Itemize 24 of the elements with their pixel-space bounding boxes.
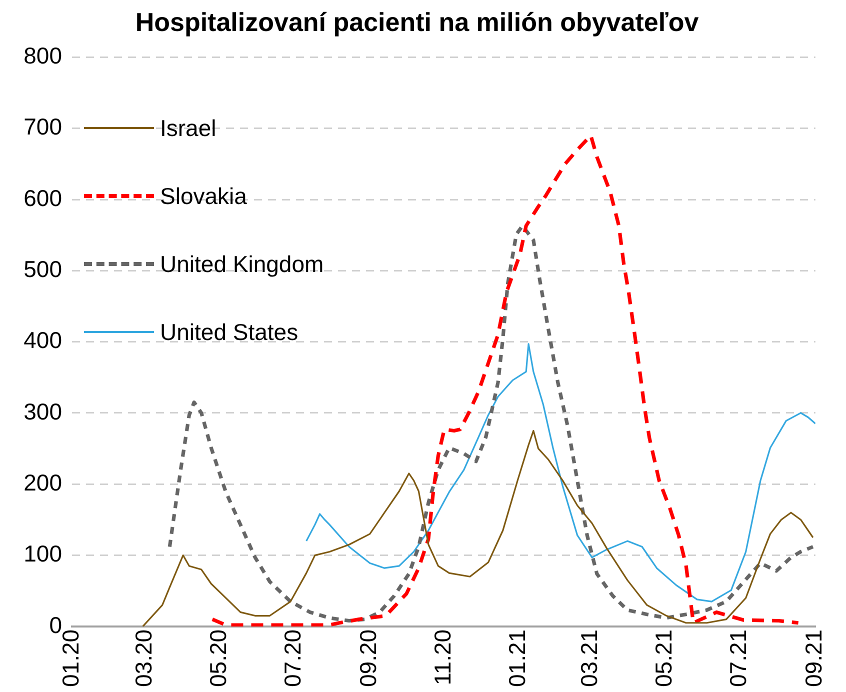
legend-label: Slovakia — [160, 182, 247, 210]
legend-label: United Kingdom — [160, 250, 324, 278]
x-tick-label: 05.21 — [650, 629, 677, 688]
y-tick-label: 500 — [24, 256, 62, 282]
chart-title: Hospitalizovaní pacienti na milión obyvateľov — [135, 6, 700, 37]
y-tick-label: 600 — [24, 184, 62, 211]
x-tick-label: 11.20 — [430, 629, 456, 686]
x-tick-label: 09.20 — [355, 629, 382, 688]
x-tick-label: 01.21 — [504, 629, 530, 688]
y-tick-label: 800 — [24, 42, 62, 69]
y-tick-label: 300 — [24, 398, 62, 424]
x-tick-label: 07.21 — [725, 629, 752, 688]
y-tick-label: 200 — [24, 469, 62, 496]
x-tick-label: 05.20 — [205, 629, 232, 688]
legend-label: Israel — [160, 114, 216, 142]
y-tick-label: 0 — [49, 612, 62, 638]
x-tick-label: 03.20 — [130, 629, 157, 688]
y-tick-label: 700 — [24, 114, 62, 140]
y-tick-label: 100 — [24, 540, 62, 567]
x-tick-label: 07.20 — [280, 629, 306, 688]
legend-label: United States — [160, 318, 298, 346]
x-tick-label: 09.21 — [800, 629, 827, 688]
x-tick-label: 03.21 — [576, 629, 602, 688]
y-tick-label: 400 — [24, 327, 62, 354]
